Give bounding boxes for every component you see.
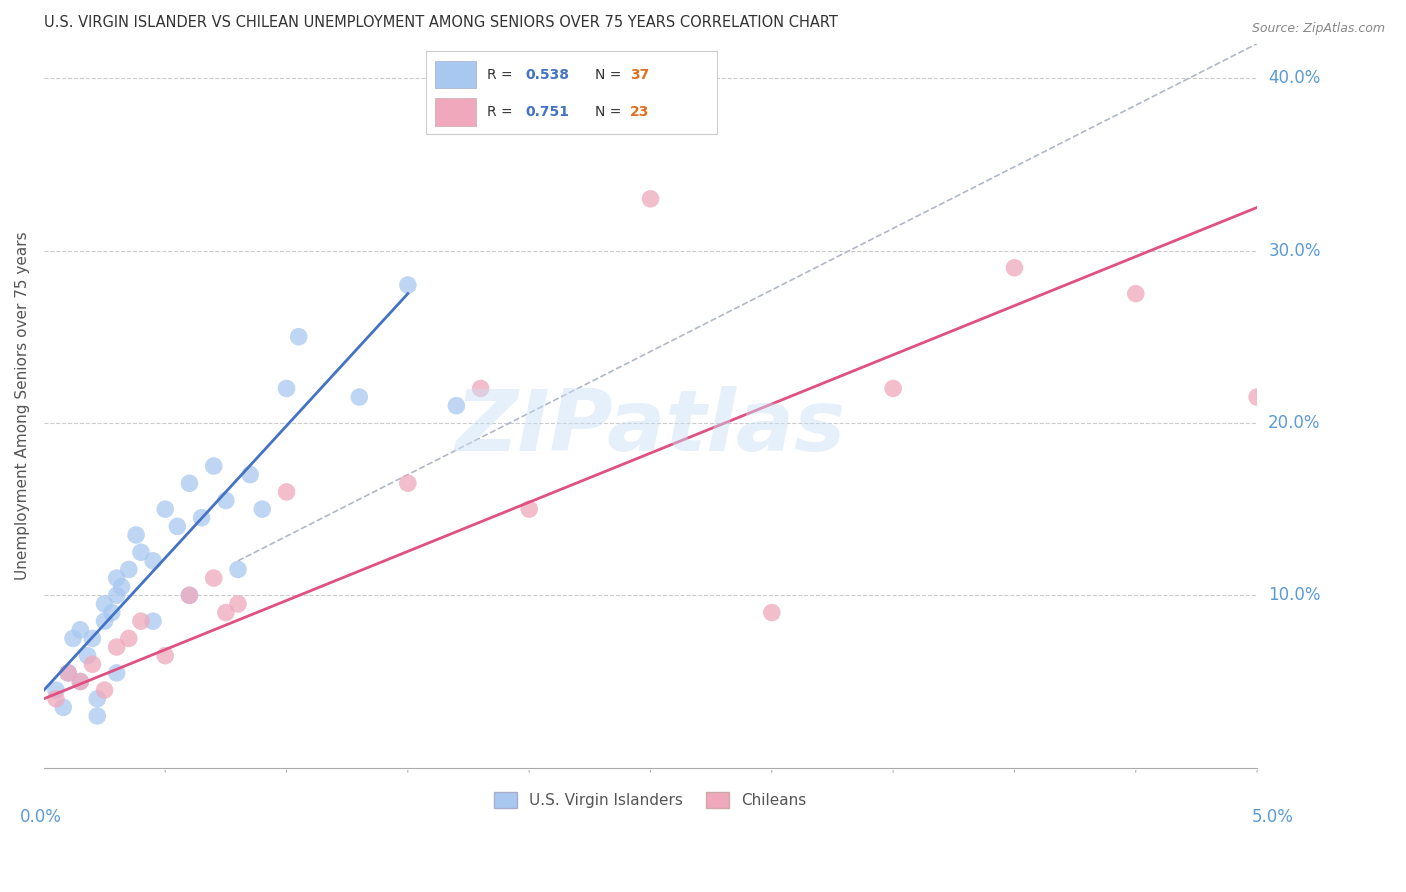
Point xyxy=(166,519,188,533)
Point xyxy=(470,381,492,395)
Text: ZIPatlas: ZIPatlas xyxy=(456,386,845,469)
Point xyxy=(105,640,128,654)
Point xyxy=(62,632,84,646)
Point xyxy=(93,614,115,628)
Point xyxy=(202,571,225,585)
Point xyxy=(118,562,141,576)
Point xyxy=(105,665,128,680)
Point xyxy=(45,683,67,698)
Point xyxy=(179,588,201,602)
Point xyxy=(215,493,238,508)
Point xyxy=(69,674,91,689)
Point xyxy=(226,597,249,611)
Point xyxy=(155,502,177,516)
Point xyxy=(640,192,662,206)
Point xyxy=(52,700,75,714)
Point xyxy=(1125,286,1147,301)
Point xyxy=(76,648,98,663)
Point xyxy=(142,614,165,628)
Point xyxy=(252,502,274,516)
Point xyxy=(761,606,783,620)
Point xyxy=(276,484,298,499)
Point xyxy=(86,709,108,723)
Point xyxy=(882,381,904,395)
Point xyxy=(1246,390,1268,404)
Point xyxy=(179,588,201,602)
Text: 30.0%: 30.0% xyxy=(1268,242,1320,260)
Point xyxy=(82,657,104,672)
Point xyxy=(69,674,91,689)
Point xyxy=(226,562,249,576)
Point xyxy=(86,691,108,706)
Point xyxy=(93,683,115,698)
Text: Source: ZipAtlas.com: Source: ZipAtlas.com xyxy=(1251,22,1385,36)
Point xyxy=(142,554,165,568)
Point xyxy=(105,588,128,602)
Point xyxy=(45,691,67,706)
Point xyxy=(396,476,419,491)
Point xyxy=(110,580,132,594)
Point xyxy=(446,399,468,413)
Point xyxy=(125,528,148,542)
Point xyxy=(239,467,262,482)
Point xyxy=(1004,260,1026,275)
Point xyxy=(517,502,540,516)
Point xyxy=(101,606,124,620)
Text: 10.0%: 10.0% xyxy=(1268,586,1320,604)
Point xyxy=(118,632,141,646)
Text: 20.0%: 20.0% xyxy=(1268,414,1320,432)
Point xyxy=(349,390,371,404)
Point xyxy=(155,648,177,663)
Text: 5.0%: 5.0% xyxy=(1251,807,1294,825)
Point xyxy=(93,597,115,611)
Text: U.S. VIRGIN ISLANDER VS CHILEAN UNEMPLOYMENT AMONG SENIORS OVER 75 YEARS CORRELA: U.S. VIRGIN ISLANDER VS CHILEAN UNEMPLOY… xyxy=(44,15,838,30)
Point xyxy=(396,278,419,293)
Point xyxy=(129,614,152,628)
Point xyxy=(179,476,201,491)
Text: 0.0%: 0.0% xyxy=(20,807,62,825)
Point xyxy=(105,571,128,585)
Point xyxy=(56,665,79,680)
Point xyxy=(69,623,91,637)
Point xyxy=(190,510,212,524)
Legend: U.S. Virgin Islanders, Chileans: U.S. Virgin Islanders, Chileans xyxy=(488,786,813,814)
Text: 40.0%: 40.0% xyxy=(1268,70,1320,87)
Point xyxy=(202,458,225,473)
Point xyxy=(276,381,298,395)
Point xyxy=(129,545,152,559)
Point xyxy=(287,329,309,343)
Y-axis label: Unemployment Among Seniors over 75 years: Unemployment Among Seniors over 75 years xyxy=(15,231,30,580)
Point xyxy=(82,632,104,646)
Point xyxy=(56,665,79,680)
Point xyxy=(215,606,238,620)
